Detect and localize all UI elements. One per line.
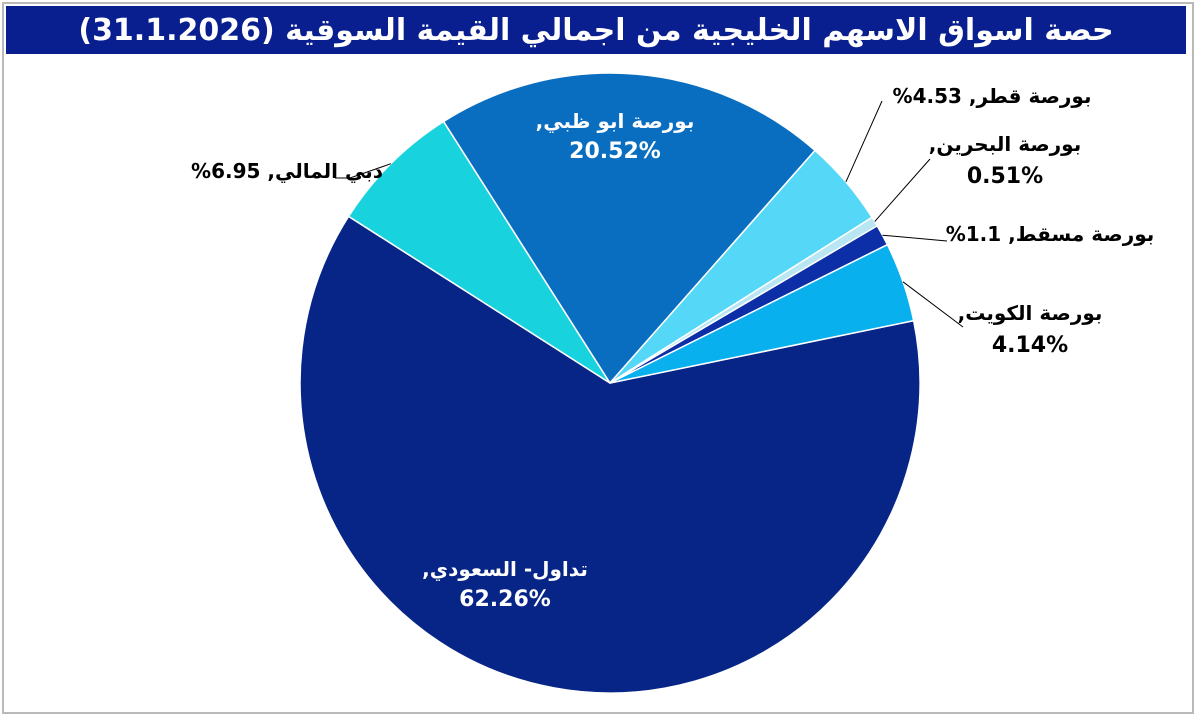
slice-value-1: 62.26% (459, 587, 551, 612)
leader-line-2 (335, 163, 392, 179)
leader-line-7 (902, 281, 964, 328)
chart-title: حصة اسواق الاسهم الخليجية من اجمالي القي… (78, 12, 1114, 48)
leader-line-5 (874, 158, 931, 222)
slice-label-5: بورصة البحرين, (929, 132, 1081, 156)
slice-label-4: بورصة قطر, 4.53% (893, 84, 1092, 108)
slice-value-3: 20.52% (569, 139, 661, 164)
slice-label-1: تداول- السعودي, (422, 557, 588, 582)
slice-label-2: دبي المالي, 6.95% (191, 159, 383, 184)
leader-line-4 (845, 100, 883, 183)
slice-label-3: بورصة ابو ظبي, (536, 109, 695, 134)
pie-slice-3 (442, 72, 817, 385)
slice-value-7: 4.14% (992, 333, 1068, 358)
title-bar: حصة اسواق الاسهم الخليجية من اجمالي القي… (6, 6, 1186, 54)
slice-value-5: 0.51% (967, 164, 1043, 189)
leader-line-6 (882, 234, 948, 242)
slice-label-6: بورصة مسقط, 1.1% (946, 222, 1155, 246)
pie-slice-1 (299, 215, 921, 694)
slice-label-7: بورصة الكويت, (958, 301, 1103, 325)
